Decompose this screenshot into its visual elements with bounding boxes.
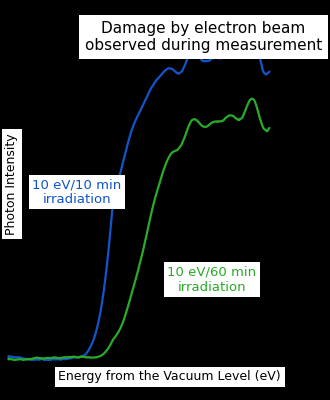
Text: 10 eV/60 min
irradiation: 10 eV/60 min irradiation bbox=[167, 266, 256, 294]
Text: Damage by electron beam
observed during measurement: Damage by electron beam observed during … bbox=[85, 21, 322, 53]
Text: 10 eV/10 min
irradiation: 10 eV/10 min irradiation bbox=[32, 178, 121, 206]
Text: Photon Intensity: Photon Intensity bbox=[6, 133, 18, 235]
Text: Energy from the Vacuum Level (eV): Energy from the Vacuum Level (eV) bbox=[58, 370, 281, 383]
